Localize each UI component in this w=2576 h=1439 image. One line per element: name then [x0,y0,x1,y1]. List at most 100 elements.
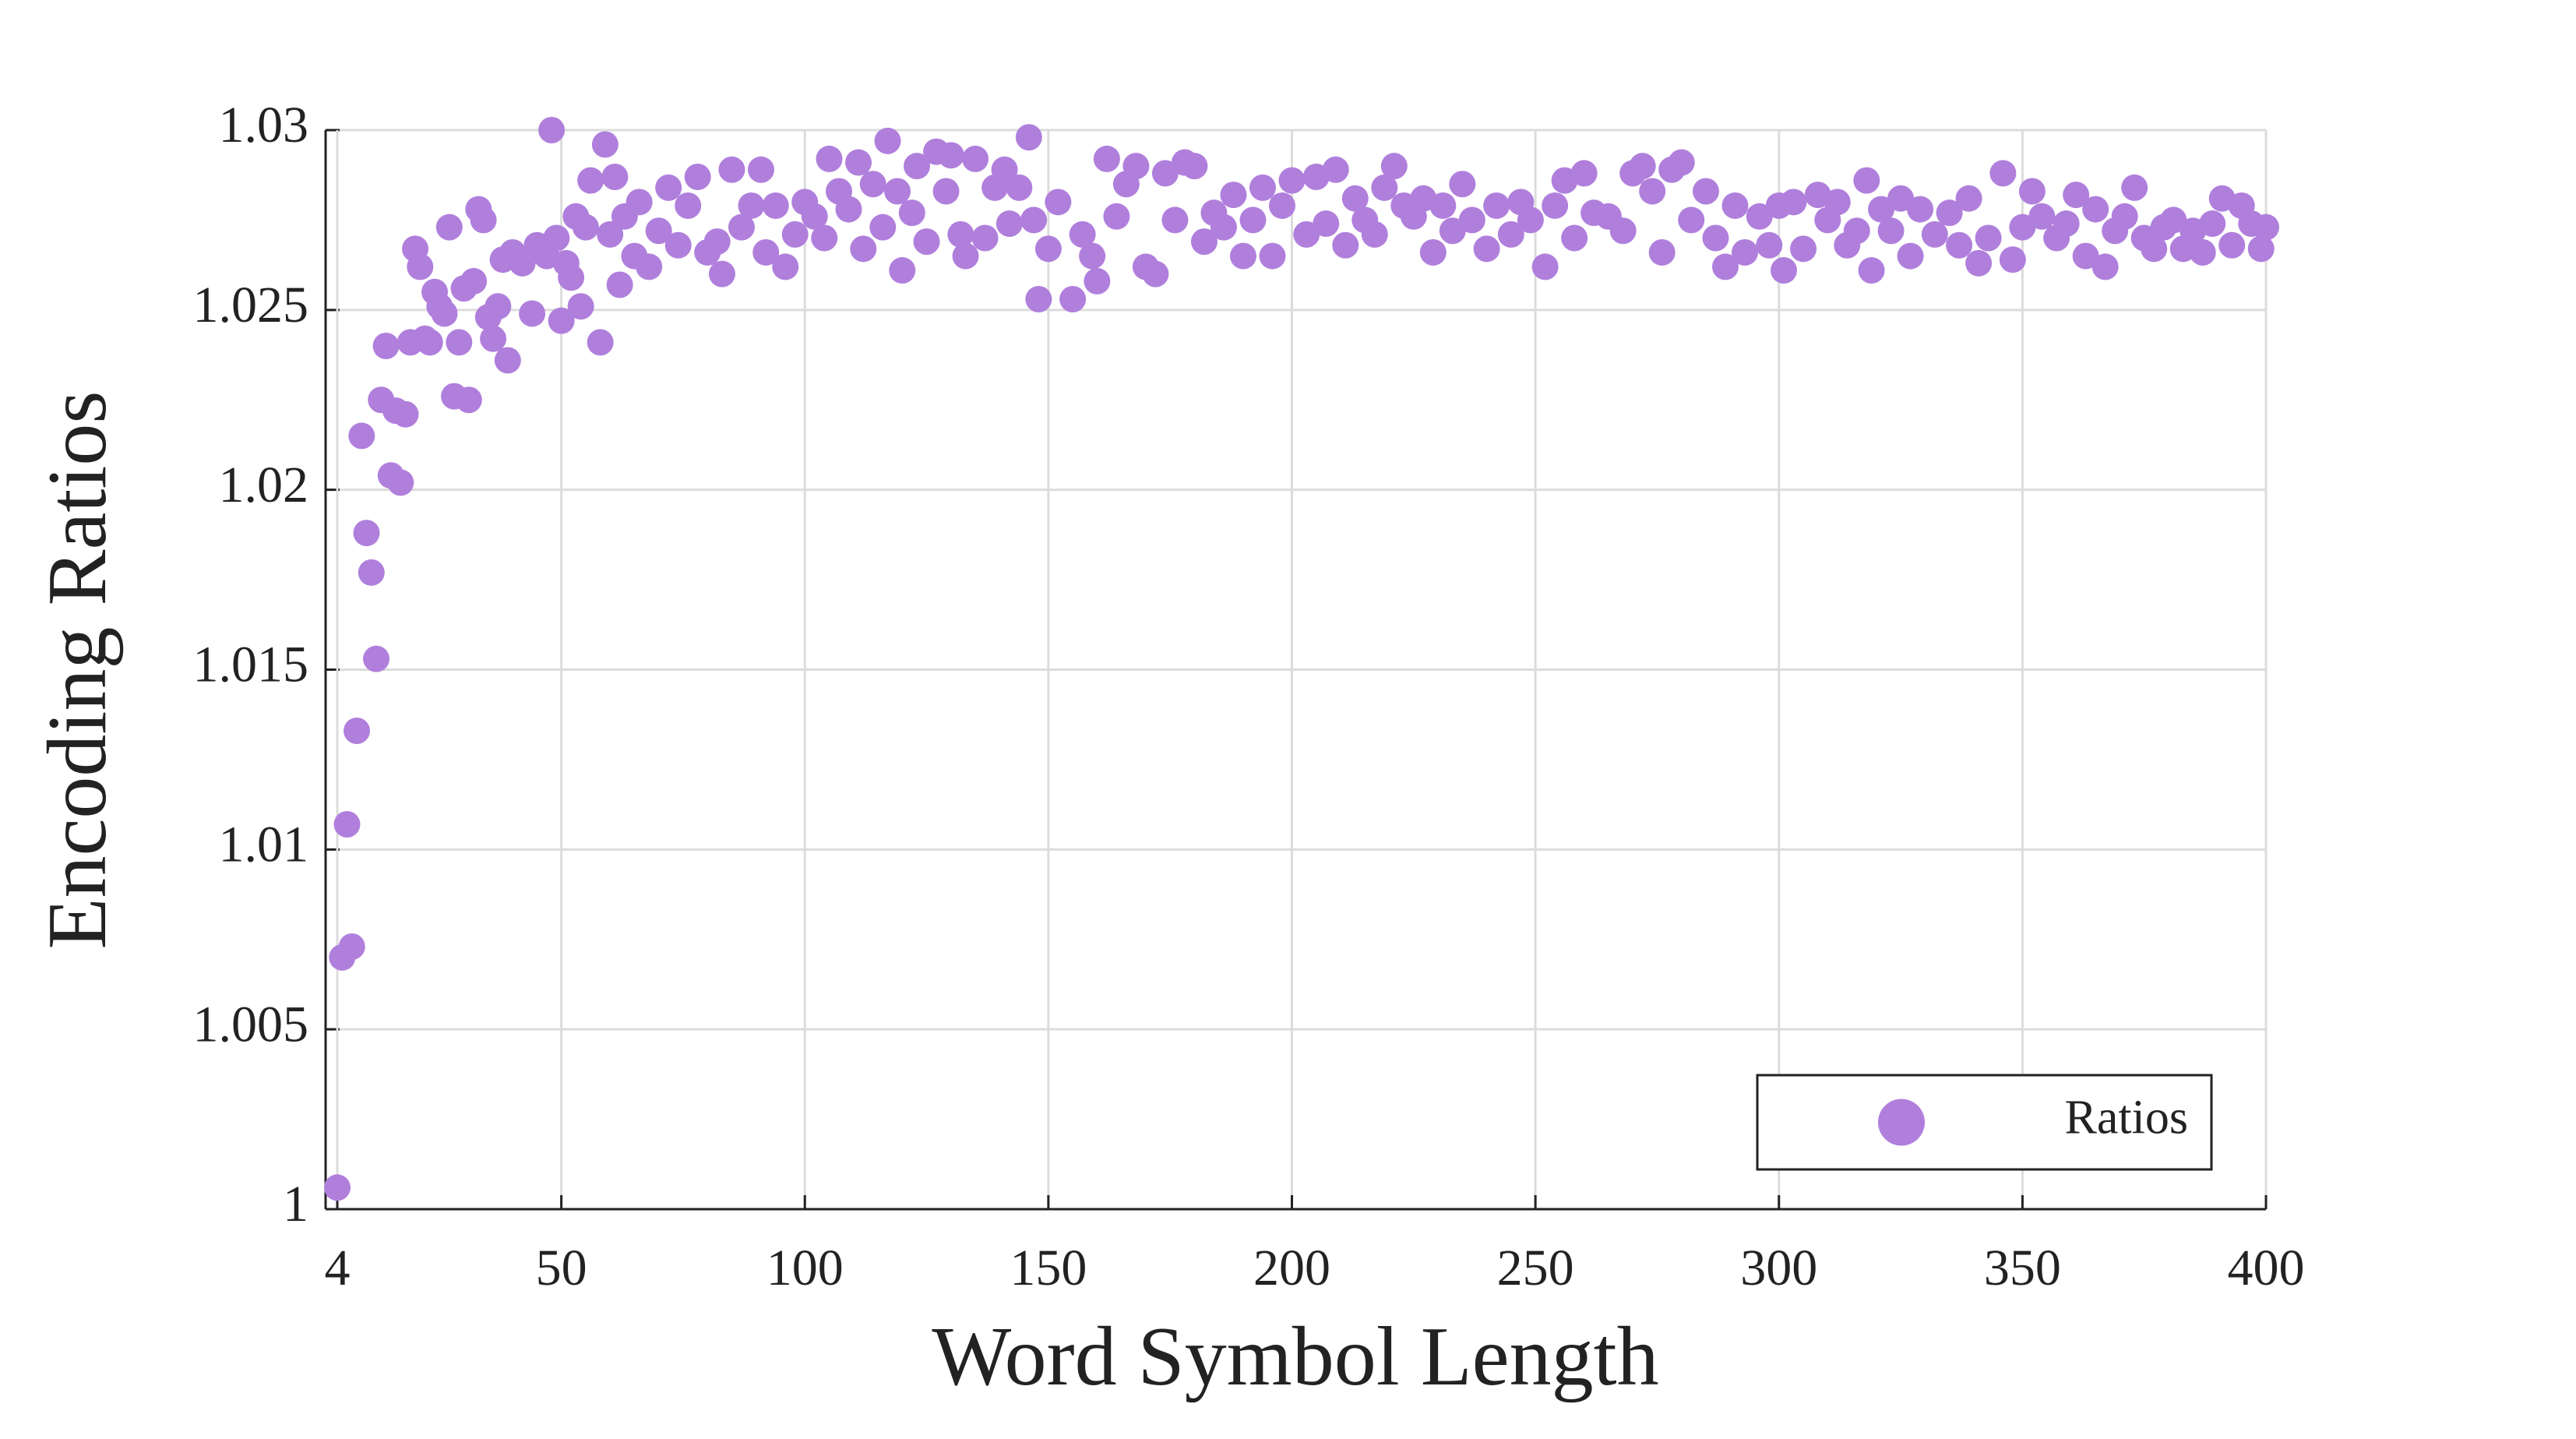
point [2053,210,2080,238]
point [1483,192,1510,219]
point [1361,220,1388,248]
point [816,145,843,172]
x-tick-label: 50 [536,1240,587,1296]
point [1341,185,1369,212]
point [344,717,371,744]
x-tick-label: 250 [1497,1240,1574,1296]
point [1220,182,1247,209]
point [655,174,682,201]
point [636,253,663,280]
point [591,131,618,158]
x-axis-label: Word Symbol Length [932,1310,1658,1403]
x-tick-label: 300 [1740,1240,1817,1296]
point [601,164,629,191]
point [1045,189,1072,216]
point [2018,178,2046,205]
point [1824,189,1851,216]
point [1678,206,1705,234]
point [363,645,390,672]
point [1161,206,1189,234]
point [962,145,989,172]
point [1746,203,1773,230]
point [1858,257,1885,284]
point [1449,171,1476,198]
point [664,231,692,259]
point [1473,235,1500,263]
point [645,217,672,245]
point [1093,145,1120,172]
point [1531,253,1559,280]
point [455,386,482,414]
point [1332,231,1359,259]
point [470,206,497,234]
point [1497,220,1524,248]
point [703,228,731,256]
point [1771,257,1798,284]
point [333,811,361,838]
point [1419,238,1447,266]
point [1439,217,1466,245]
point [1955,185,1982,212]
point [348,422,375,450]
point [2160,206,2187,234]
point [1629,153,1656,180]
point [1249,174,1276,201]
legend-label: Ratios [2065,1092,2188,1144]
point [684,164,711,191]
point [416,329,443,356]
point [1103,203,1130,230]
point [1887,185,1915,212]
point [1609,217,1637,245]
x-tick-label: 200 [1253,1240,1330,1296]
point [1756,231,1783,259]
point [1278,167,1306,194]
point [1965,249,1993,277]
point [1711,253,1739,280]
point [548,307,575,334]
point [1731,238,1758,266]
y-tick-label: 1.03 [219,97,309,153]
point [538,117,566,143]
point [937,142,964,169]
point [2253,213,2279,241]
point [1034,235,1062,263]
point [1371,174,1398,201]
point [1229,242,1256,270]
point [1517,206,1544,234]
point [874,127,901,154]
point [1975,224,2002,252]
point [845,149,872,176]
point [1025,285,1052,312]
point [1570,160,1598,187]
point [1897,242,1924,270]
point [1190,228,1218,256]
point [606,271,633,298]
point [1936,199,1963,227]
point [1668,149,1695,176]
point [1006,174,1033,201]
point [460,267,488,295]
point [587,329,614,356]
point [446,329,473,356]
legend-box [1756,1074,2213,1171]
point [1293,220,1320,248]
point [1648,238,1676,266]
x-tick-label: 4 [325,1240,351,1296]
point [1542,192,1569,219]
point [480,325,507,352]
point [2218,231,2246,259]
point [567,293,594,320]
point [1122,153,1150,180]
point [485,293,512,320]
y-tick-label: 1.01 [219,816,309,873]
x-tick-label: 100 [766,1240,844,1296]
point [675,192,702,219]
point [952,242,979,270]
point [752,238,780,266]
point [1313,210,1340,238]
point [859,171,886,198]
point [2063,182,2090,209]
point [2028,203,2056,230]
point [1079,242,1106,270]
